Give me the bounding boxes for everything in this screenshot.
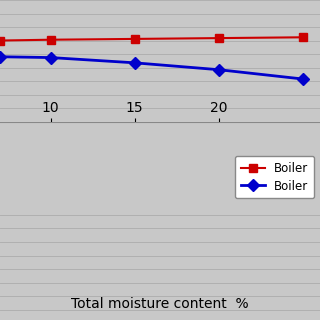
- Text: Total moisture content  %: Total moisture content %: [71, 297, 249, 311]
- Legend: Boiler, Boiler: Boiler, Boiler: [235, 156, 314, 198]
